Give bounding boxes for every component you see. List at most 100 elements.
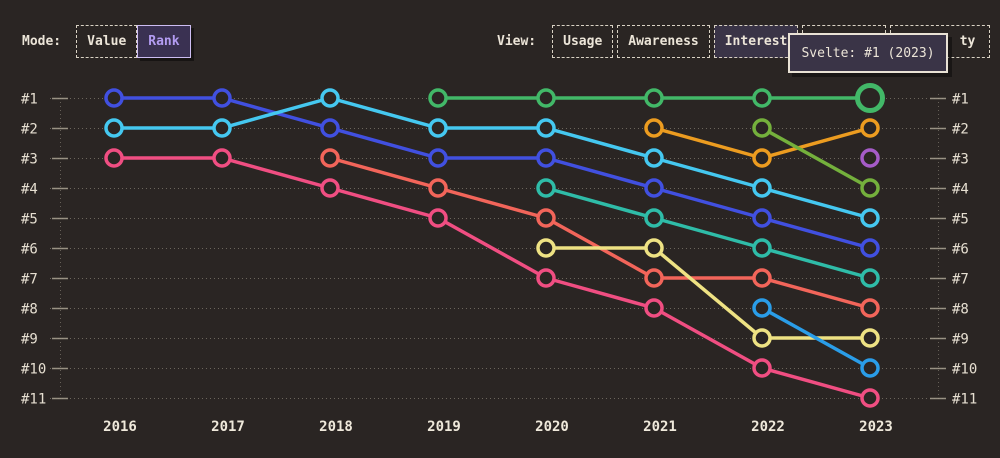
data-point-series-pink[interactable] [752,358,772,378]
data-point-series-orange[interactable] [644,118,664,138]
data-point-series-cyan[interactable] [860,208,880,228]
rank-axis-label-left: #6 [21,242,38,258]
rank-axis-label-left: #1 [21,92,38,108]
rank-axis-label-right: #6 [952,242,969,258]
data-point-series-pink[interactable] [536,268,556,288]
series-series-indigo [104,88,880,258]
series-line-series-teal [544,186,872,280]
series-series-cyan [104,88,880,228]
rank-axis-label-right: #10 [952,362,977,378]
chart-tooltip: Svelte: #1 (2023) [788,33,948,73]
tooltip-text: Svelte: #1 (2023) [801,45,935,61]
series-series-pink [104,148,880,408]
highlighted-data-point-svelte[interactable] [855,83,885,113]
data-point-series-red[interactable] [536,208,556,228]
data-point-series-cyan[interactable] [212,118,232,138]
series-series-yellow [536,238,880,348]
year-axis-label: 2019 [427,419,461,435]
data-point-series-red[interactable] [752,268,772,288]
data-point-series-teal[interactable] [644,208,664,228]
data-point-svelte[interactable] [752,88,772,108]
mode-toggle-group: Mode: Value Rank [22,25,191,58]
data-point-series-teal[interactable] [752,238,772,258]
data-point-series-indigo[interactable] [428,148,448,168]
rank-axis-label-right: #2 [952,122,969,138]
view-button-interest[interactable]: Interest [713,25,799,58]
rank-axis-label-left: #2 [21,122,38,138]
series-series-olive [752,118,880,198]
data-point-series-purple[interactable] [860,148,880,168]
data-point-series-red[interactable] [428,178,448,198]
rank-axis-label-left: #8 [21,302,38,318]
rank-axis-label-left: #5 [21,212,38,228]
rank-axis-label-right: #8 [952,302,969,318]
data-point-series-yellow[interactable] [752,328,772,348]
data-point-series-yellow[interactable] [536,238,556,258]
data-point-svelte[interactable] [536,88,556,108]
year-axis-label: 2020 [535,419,569,435]
rank-axis-label-right: #9 [952,332,969,348]
data-point-series-indigo[interactable] [104,88,124,108]
data-point-series-blue[interactable] [860,358,880,378]
data-point-series-orange[interactable] [752,148,772,168]
data-point-series-cyan[interactable] [644,148,664,168]
year-axis-label: 2018 [319,419,353,435]
data-point-series-pink[interactable] [644,298,664,318]
rank-axis-label-left: #10 [21,362,46,378]
series-line-series-blue [760,306,872,370]
series-svelte [428,83,885,113]
series-line-series-olive [760,126,872,190]
data-point-series-yellow[interactable] [860,328,880,348]
mode-label: Mode: [22,34,62,49]
year-axis-label: 2016 [103,419,137,435]
series-line-series-red [328,156,872,310]
data-point-series-indigo[interactable] [536,148,556,168]
data-point-series-olive[interactable] [860,178,880,198]
data-point-series-indigo[interactable] [752,208,772,228]
view-button-usage[interactable]: Usage [552,25,614,58]
year-axis-label: 2017 [211,419,245,435]
data-point-series-pink[interactable] [860,388,880,408]
data-point-series-indigo[interactable] [320,118,340,138]
series-series-teal [536,178,880,288]
data-point-series-red[interactable] [320,148,340,168]
rank-axis-label-right: #1 [952,92,969,108]
data-point-svelte[interactable] [428,88,448,108]
data-point-series-orange[interactable] [860,118,880,138]
data-point-series-indigo[interactable] [644,178,664,198]
series-series-blue [752,298,880,378]
data-point-series-red[interactable] [860,298,880,318]
data-point-series-blue[interactable] [752,298,772,318]
series-series-purple [860,148,880,168]
data-point-series-pink[interactable] [428,208,448,228]
series-series-red [320,148,880,318]
data-point-series-olive[interactable] [752,118,772,138]
year-axis-label: 2023 [859,419,893,435]
rank-axis-label-left: #4 [21,182,38,198]
data-point-series-teal[interactable] [860,268,880,288]
data-point-series-pink[interactable] [212,148,232,168]
rank-axis-label-right: #5 [952,212,969,228]
rank-axis-label-left: #11 [21,392,46,408]
data-point-series-yellow[interactable] [644,238,664,258]
series-line-series-cyan [112,96,872,220]
data-point-svelte[interactable] [644,88,664,108]
rank-axis-label-right: #4 [952,182,969,198]
rank-axis-label-left: #9 [21,332,38,348]
data-point-series-pink[interactable] [104,148,124,168]
data-point-series-cyan[interactable] [428,118,448,138]
data-point-series-indigo[interactable] [860,238,880,258]
data-point-series-cyan[interactable] [104,118,124,138]
mode-button-rank[interactable]: Rank [137,25,191,58]
data-point-series-cyan[interactable] [752,178,772,198]
mode-button-value[interactable]: Value [76,25,138,58]
data-point-series-teal[interactable] [536,178,556,198]
data-point-series-red[interactable] [644,268,664,288]
data-point-series-indigo[interactable] [212,88,232,108]
data-point-series-cyan[interactable] [320,88,340,108]
data-point-series-pink[interactable] [320,178,340,198]
data-point-series-cyan[interactable] [536,118,556,138]
view-button-awareness[interactable]: Awareness [617,25,710,58]
